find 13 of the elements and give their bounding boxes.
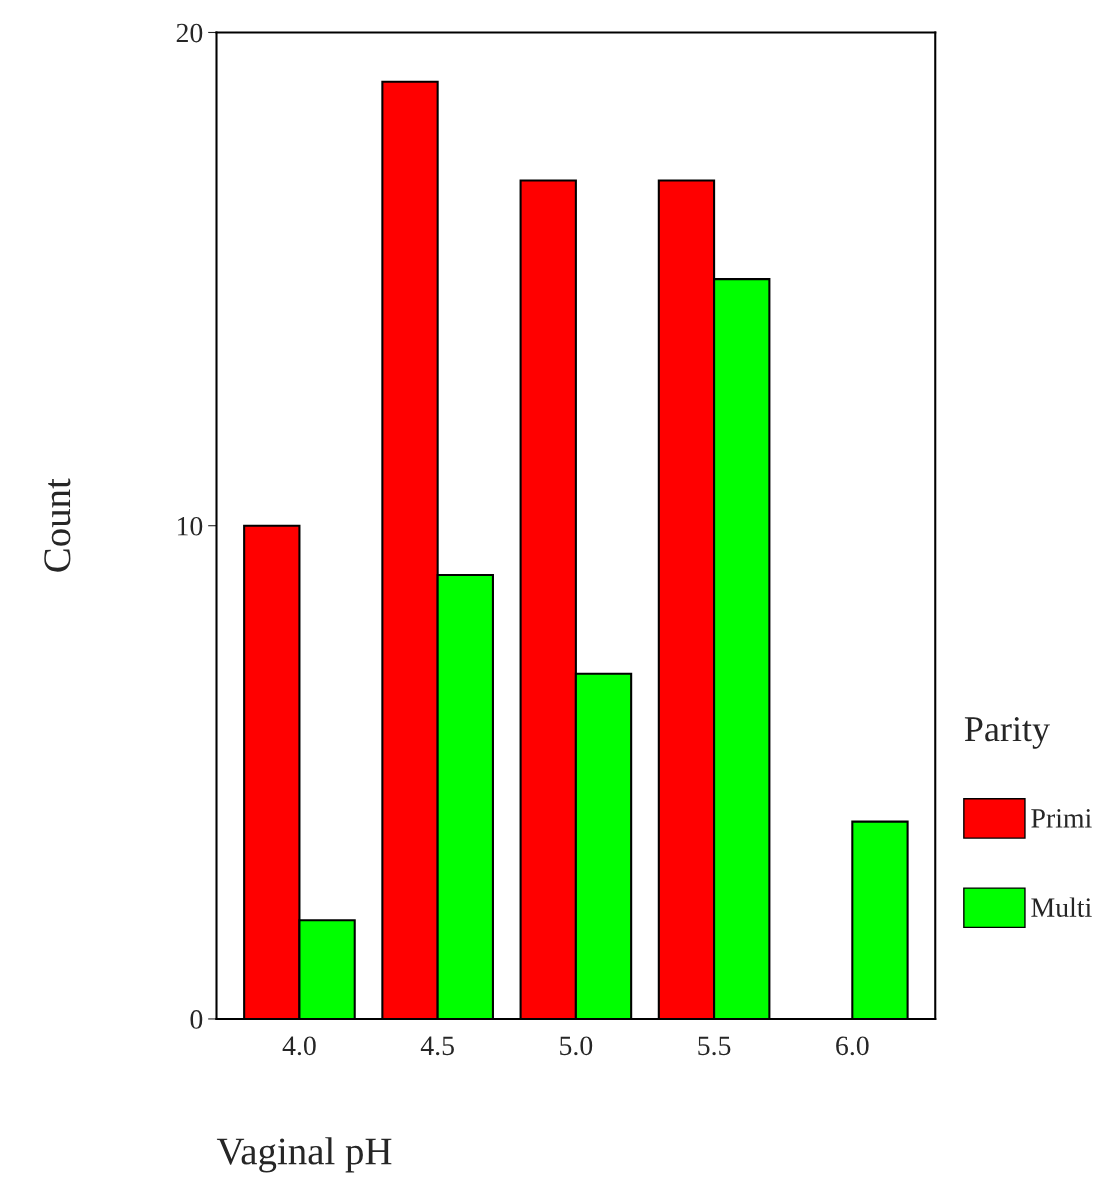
x-tick-label: 5.5 [698, 1036, 731, 1056]
x-tick-label: 5.0 [560, 1036, 593, 1056]
x-tick-label: 6.0 [836, 1036, 869, 1056]
x-axis-title: Vaginal pH [216, 1137, 392, 1173]
legend-title: Parity [964, 717, 1050, 749]
y-axis-title: Count [44, 478, 71, 572]
x-tick-label: 4.5 [420, 1036, 454, 1056]
legend-label: Primi [1031, 808, 1092, 828]
y-tick-label: 10 [177, 516, 203, 536]
x-tick-label: 4.0 [282, 1036, 316, 1056]
legend-label: Multi [1031, 897, 1092, 917]
y-tick-label: 20 [176, 23, 203, 43]
y-tick-label: 0 [190, 1010, 203, 1029]
